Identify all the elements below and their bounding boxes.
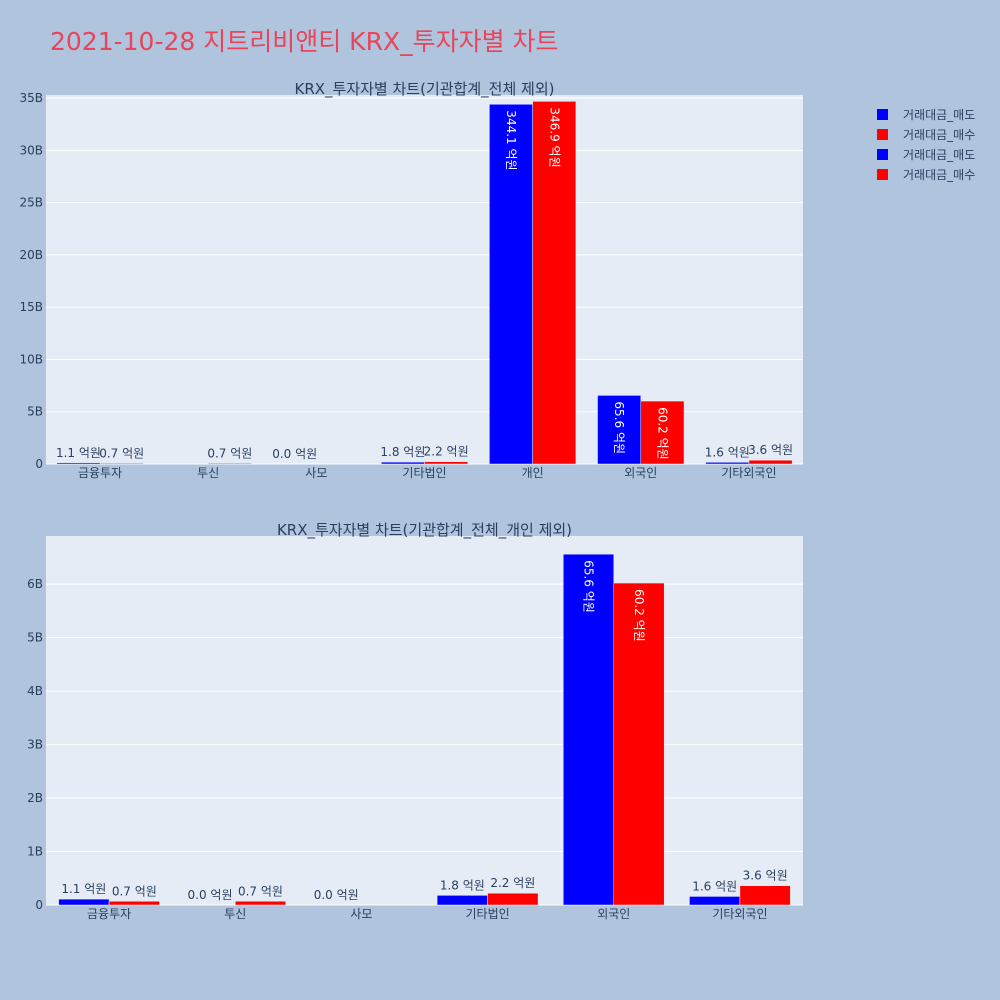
bar-label: 65.6 억원 — [582, 560, 596, 613]
y-tick-label: 35B — [19, 91, 43, 105]
chart-top: 0 5B 10B 15B 20B 25B 30B 35B KRX_투자자별 차트(기관합계_전체… — [19, 80, 803, 480]
bar[interactable] — [613, 582, 665, 906]
y-tick-label: 3B — [27, 738, 43, 752]
x-tick-label: 투신 — [197, 466, 219, 480]
x-tick-label: 금융투자 — [87, 907, 131, 921]
bar[interactable] — [563, 553, 614, 906]
y-tick-label: 5B — [27, 405, 43, 419]
bar[interactable] — [705, 462, 750, 465]
bar-label: 0.7 억원 — [99, 446, 144, 460]
bar[interactable] — [748, 459, 793, 465]
y-tick-label: 0 — [35, 898, 43, 912]
bar-label: 2.2 억원 — [490, 876, 535, 890]
bar[interactable] — [487, 892, 539, 906]
legend-swatch[interactable] — [877, 149, 888, 160]
x-tick-label: 기타법인 — [402, 466, 446, 480]
bar-label: 0.7 억원 — [238, 884, 283, 898]
subplot-title: KRX_투자자별 차트(기관합계_전체 제외) — [295, 80, 555, 99]
bar-label: 60.2 억원 — [632, 589, 646, 642]
plot-area — [46, 536, 803, 905]
bar[interactable] — [207, 463, 252, 465]
x-tick-label: 투신 — [224, 907, 246, 921]
y-tick-label: 6B — [27, 577, 43, 591]
bar-label: 1.8 억원 — [440, 878, 485, 892]
legend-label[interactable]: 거래대금_매수 — [903, 168, 975, 182]
bar[interactable] — [99, 463, 144, 465]
bar-label: 0.7 억원 — [112, 884, 157, 898]
bar-label: 2.2 억원 — [424, 445, 469, 459]
x-tick-label: 외국인 — [597, 907, 630, 921]
subplot-title: KRX_투자자별 차트(기관합계_전체_개인 제외) — [277, 521, 572, 540]
y-tick-label: 30B — [19, 143, 43, 157]
x-tick-label: 사모 — [305, 466, 327, 480]
bar-label: 1.1 억원 — [56, 446, 101, 460]
legend-swatch[interactable] — [877, 169, 888, 180]
y-tick-label: 10B — [19, 352, 43, 366]
legend-swatch[interactable] — [877, 109, 888, 120]
bar-label: 1.6 억원 — [692, 879, 737, 893]
bar-label: 60.2 억원 — [655, 407, 669, 460]
y-tick-label: 0 — [35, 457, 43, 471]
x-tick-label: 기타법인 — [465, 907, 509, 921]
legend-swatch[interactable] — [877, 129, 888, 140]
y-tick-label: 5B — [27, 631, 43, 645]
bar-label: 0.0 억원 — [188, 888, 233, 902]
bar[interactable] — [424, 461, 469, 465]
bar[interactable] — [532, 101, 577, 465]
bar-label: 1.1 억원 — [61, 882, 106, 896]
bar-label: 3.6 억원 — [743, 869, 788, 883]
bar[interactable] — [640, 400, 685, 465]
bar-label: 346.9 억원 — [547, 107, 561, 167]
y-tick-label: 25B — [19, 196, 43, 210]
bar[interactable] — [689, 896, 741, 906]
chart-bottom: 0 1B 2B 3B 4B 5B 6B KRX_투자자별 차트(기관합계_전체_개인 제외) 금… — [27, 521, 803, 921]
bar[interactable] — [597, 395, 642, 465]
y-tick-label: 1B — [27, 845, 43, 859]
y-tick-label: 4B — [27, 684, 43, 698]
bar-label: 1.8 억원 — [380, 445, 425, 459]
legend-label[interactable]: 거래대금_매도 — [903, 108, 975, 122]
y-tick-label: 2B — [27, 791, 43, 805]
bar[interactable] — [235, 901, 286, 906]
bar-label: 0.0 억원 — [272, 447, 317, 461]
x-tick-label: 사모 — [350, 907, 372, 921]
x-tick-label: 기타외국인 — [712, 907, 767, 921]
legend-label[interactable]: 거래대금_매수 — [903, 128, 975, 142]
bar[interactable] — [436, 895, 488, 906]
legend-label[interactable]: 거래대금_매도 — [903, 148, 975, 162]
bar-label: 65.6 억원 — [612, 401, 626, 454]
x-tick-label: 금융투자 — [78, 466, 122, 480]
bar[interactable] — [56, 462, 101, 465]
x-tick-label: 외국인 — [624, 466, 657, 480]
y-tick-label: 15B — [19, 300, 43, 314]
bar-label: 0.0 억원 — [314, 888, 359, 902]
bar[interactable] — [58, 898, 110, 906]
bar-label: 344.1 억원 — [504, 110, 518, 170]
y-tick-label: 20B — [19, 248, 43, 262]
bar-label: 1.6 억원 — [705, 445, 750, 459]
bar[interactable] — [739, 885, 791, 906]
bar-label: 0.7 억원 — [207, 446, 252, 460]
bar[interactable] — [380, 461, 425, 465]
page-title: 2021-10-28 지트리비앤티 KRX_투자자별 차트 — [50, 27, 559, 56]
bar[interactable] — [108, 901, 160, 906]
x-tick-label: 개인 — [522, 466, 544, 480]
x-tick-label: 기타외국인 — [721, 466, 776, 480]
bar-label: 3.6 억원 — [748, 443, 793, 457]
